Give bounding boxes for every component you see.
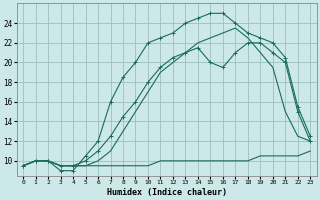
X-axis label: Humidex (Indice chaleur): Humidex (Indice chaleur) bbox=[107, 188, 227, 197]
